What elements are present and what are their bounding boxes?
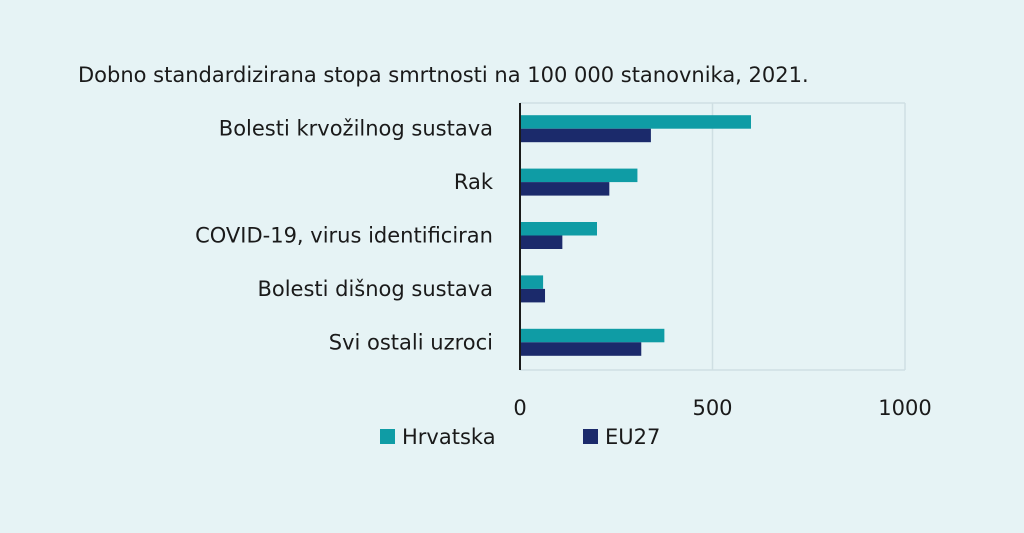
legend-label: EU27 [605,425,660,449]
bar-hrvatska [520,222,597,236]
bar-eu27 [520,342,642,356]
bar-hrvatska [520,275,544,289]
category-label: Svi ostali uzroci [329,330,493,354]
category-label: Rak [454,170,494,194]
category-label: COVID-19, virus identificiran [195,224,493,248]
legend-swatch [380,429,395,444]
bar-eu27 [520,288,546,303]
category-label: Bolesti krvožilnog sustava [219,117,493,141]
x-tick-label: 1000 [878,396,931,420]
bar-eu27 [520,128,651,143]
plot-area: 0 500 1000 Bolesti krvožilnog sustava Rak COV… [195,102,932,420]
legend: Hrvatska EU27 [380,425,660,449]
bar-hrvatska [520,115,751,129]
bar-eu27 [520,182,610,196]
legend-label: Hrvatska [402,425,496,449]
x-tick-label: 0 [513,396,526,420]
x-tick-label: 500 [692,396,732,420]
bar-eu27 [520,235,563,249]
bar-hrvatska [520,168,638,183]
legend-swatch [583,429,598,444]
chart-title: Dobno standardizirana stopa smrtnosti na… [78,63,809,87]
bar-hrvatska [520,328,665,343]
category-label: Bolesti dišnog sustava [257,277,493,301]
